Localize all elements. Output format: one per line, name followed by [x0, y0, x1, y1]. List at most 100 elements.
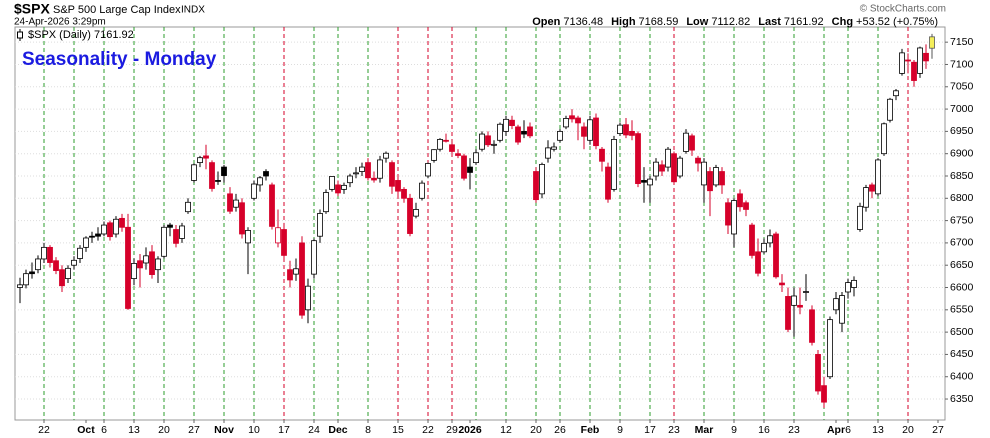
- y-tick-label: 6800: [950, 192, 974, 204]
- candle-body: [257, 177, 263, 186]
- candle-body: [449, 144, 455, 152]
- candle-body: [827, 319, 833, 378]
- candle-body: [761, 242, 767, 253]
- candle-body: [677, 157, 683, 177]
- candle-body: [293, 268, 299, 275]
- y-tick-label: 7100: [950, 58, 974, 70]
- candle-body: [665, 148, 671, 168]
- candle-body: [683, 132, 689, 152]
- x-tick-label: Nov: [214, 424, 234, 436]
- candle-body: [923, 52, 929, 62]
- candle-body: [113, 218, 119, 235]
- candle-body: [563, 118, 569, 128]
- candle-body: [659, 164, 665, 172]
- candle-body: [119, 217, 125, 228]
- candle-body: [347, 175, 353, 184]
- candle-body: [245, 230, 251, 244]
- candle-body: [503, 118, 509, 132]
- x-tick-label: 13: [872, 424, 884, 436]
- candle-body: [791, 295, 797, 306]
- candle-body: [905, 59, 911, 62]
- candle-body: [785, 296, 791, 330]
- candle-body: [833, 298, 839, 311]
- quote-value: 7136.48: [563, 16, 603, 28]
- candle-body: [743, 202, 749, 210]
- candle-body: [581, 126, 587, 137]
- candle-body: [545, 147, 551, 159]
- candle-body: [299, 242, 305, 316]
- candle-body: [389, 162, 395, 187]
- candle-body: [233, 199, 239, 208]
- candle-body: [773, 233, 779, 278]
- candle-body: [593, 117, 599, 147]
- candle-body: [185, 201, 191, 213]
- candle-body: [527, 126, 533, 137]
- x-tick-label: 29: [446, 424, 458, 436]
- x-tick-label: 17: [644, 424, 656, 436]
- x-tick-label: 12: [500, 424, 512, 436]
- candle-body: [797, 304, 803, 308]
- candle-body: [605, 166, 611, 200]
- plot-frame: [14, 26, 946, 421]
- candle-body: [851, 279, 857, 288]
- x-tick-label: 15: [392, 424, 404, 436]
- candle-body: [197, 157, 203, 164]
- candle-body: [539, 163, 545, 195]
- x-tick-label: 24: [308, 424, 320, 436]
- candle-body: [251, 183, 257, 199]
- x-tick-label: 9: [731, 424, 737, 436]
- candle-body: [815, 354, 821, 392]
- y-tick-label: 6650: [950, 259, 974, 271]
- quote-label: Last: [758, 16, 781, 28]
- candle-body: [713, 167, 719, 186]
- candle-body: [635, 133, 641, 184]
- timestamp: 24-Apr-2026 3:29pm: [14, 17, 106, 28]
- x-tick-label: 27: [188, 424, 200, 436]
- quote-label: Open: [532, 16, 560, 28]
- quote-value: 7161.92: [784, 16, 824, 28]
- candle-body: [515, 126, 521, 143]
- candle-body: [479, 133, 485, 150]
- symbol: $SPX: [14, 1, 50, 17]
- candle-body: [425, 163, 431, 177]
- candle-body: [35, 258, 41, 271]
- candle-body: [29, 271, 35, 275]
- candle-body: [719, 171, 725, 186]
- candle-body: [65, 267, 71, 279]
- candle-body: [533, 171, 539, 201]
- candle-body: [599, 148, 605, 162]
- plot-background: [14, 26, 948, 421]
- candle-body: [803, 291, 809, 293]
- candle-body: [383, 152, 389, 159]
- candle-body: [365, 162, 371, 179]
- y-tick-label: 6600: [950, 281, 974, 293]
- candle-body: [179, 225, 185, 239]
- candle-body: [17, 284, 23, 288]
- candle-body: [809, 309, 815, 343]
- x-tick-label: 23: [788, 424, 800, 436]
- x-tick-label: 6: [845, 424, 851, 436]
- x-tick-label: 6: [101, 424, 107, 436]
- y-tick-label: 6550: [950, 304, 974, 316]
- x-tick-label: 22: [38, 424, 50, 436]
- candle-body: [275, 227, 281, 244]
- candle-body: [287, 269, 293, 281]
- x-tick-label: Feb: [581, 424, 600, 436]
- candle-body: [917, 47, 923, 74]
- candle-body: [569, 115, 575, 120]
- candle-body: [311, 240, 317, 275]
- y-tick-label: 7050: [950, 81, 974, 93]
- x-tick-label: Apr: [827, 424, 845, 436]
- candle-body: [143, 255, 149, 264]
- y-tick-label: 6500: [950, 326, 974, 338]
- candle-body: [359, 166, 365, 172]
- candle-body: [611, 139, 617, 190]
- candle-body: [875, 159, 881, 195]
- candle-body: [737, 193, 743, 208]
- candle-body: [407, 197, 413, 234]
- candle-body: [695, 157, 701, 164]
- candle-body: [509, 119, 515, 126]
- candle-body: [329, 176, 335, 190]
- x-tick-label: 10: [248, 424, 260, 436]
- candle-body: [911, 61, 917, 81]
